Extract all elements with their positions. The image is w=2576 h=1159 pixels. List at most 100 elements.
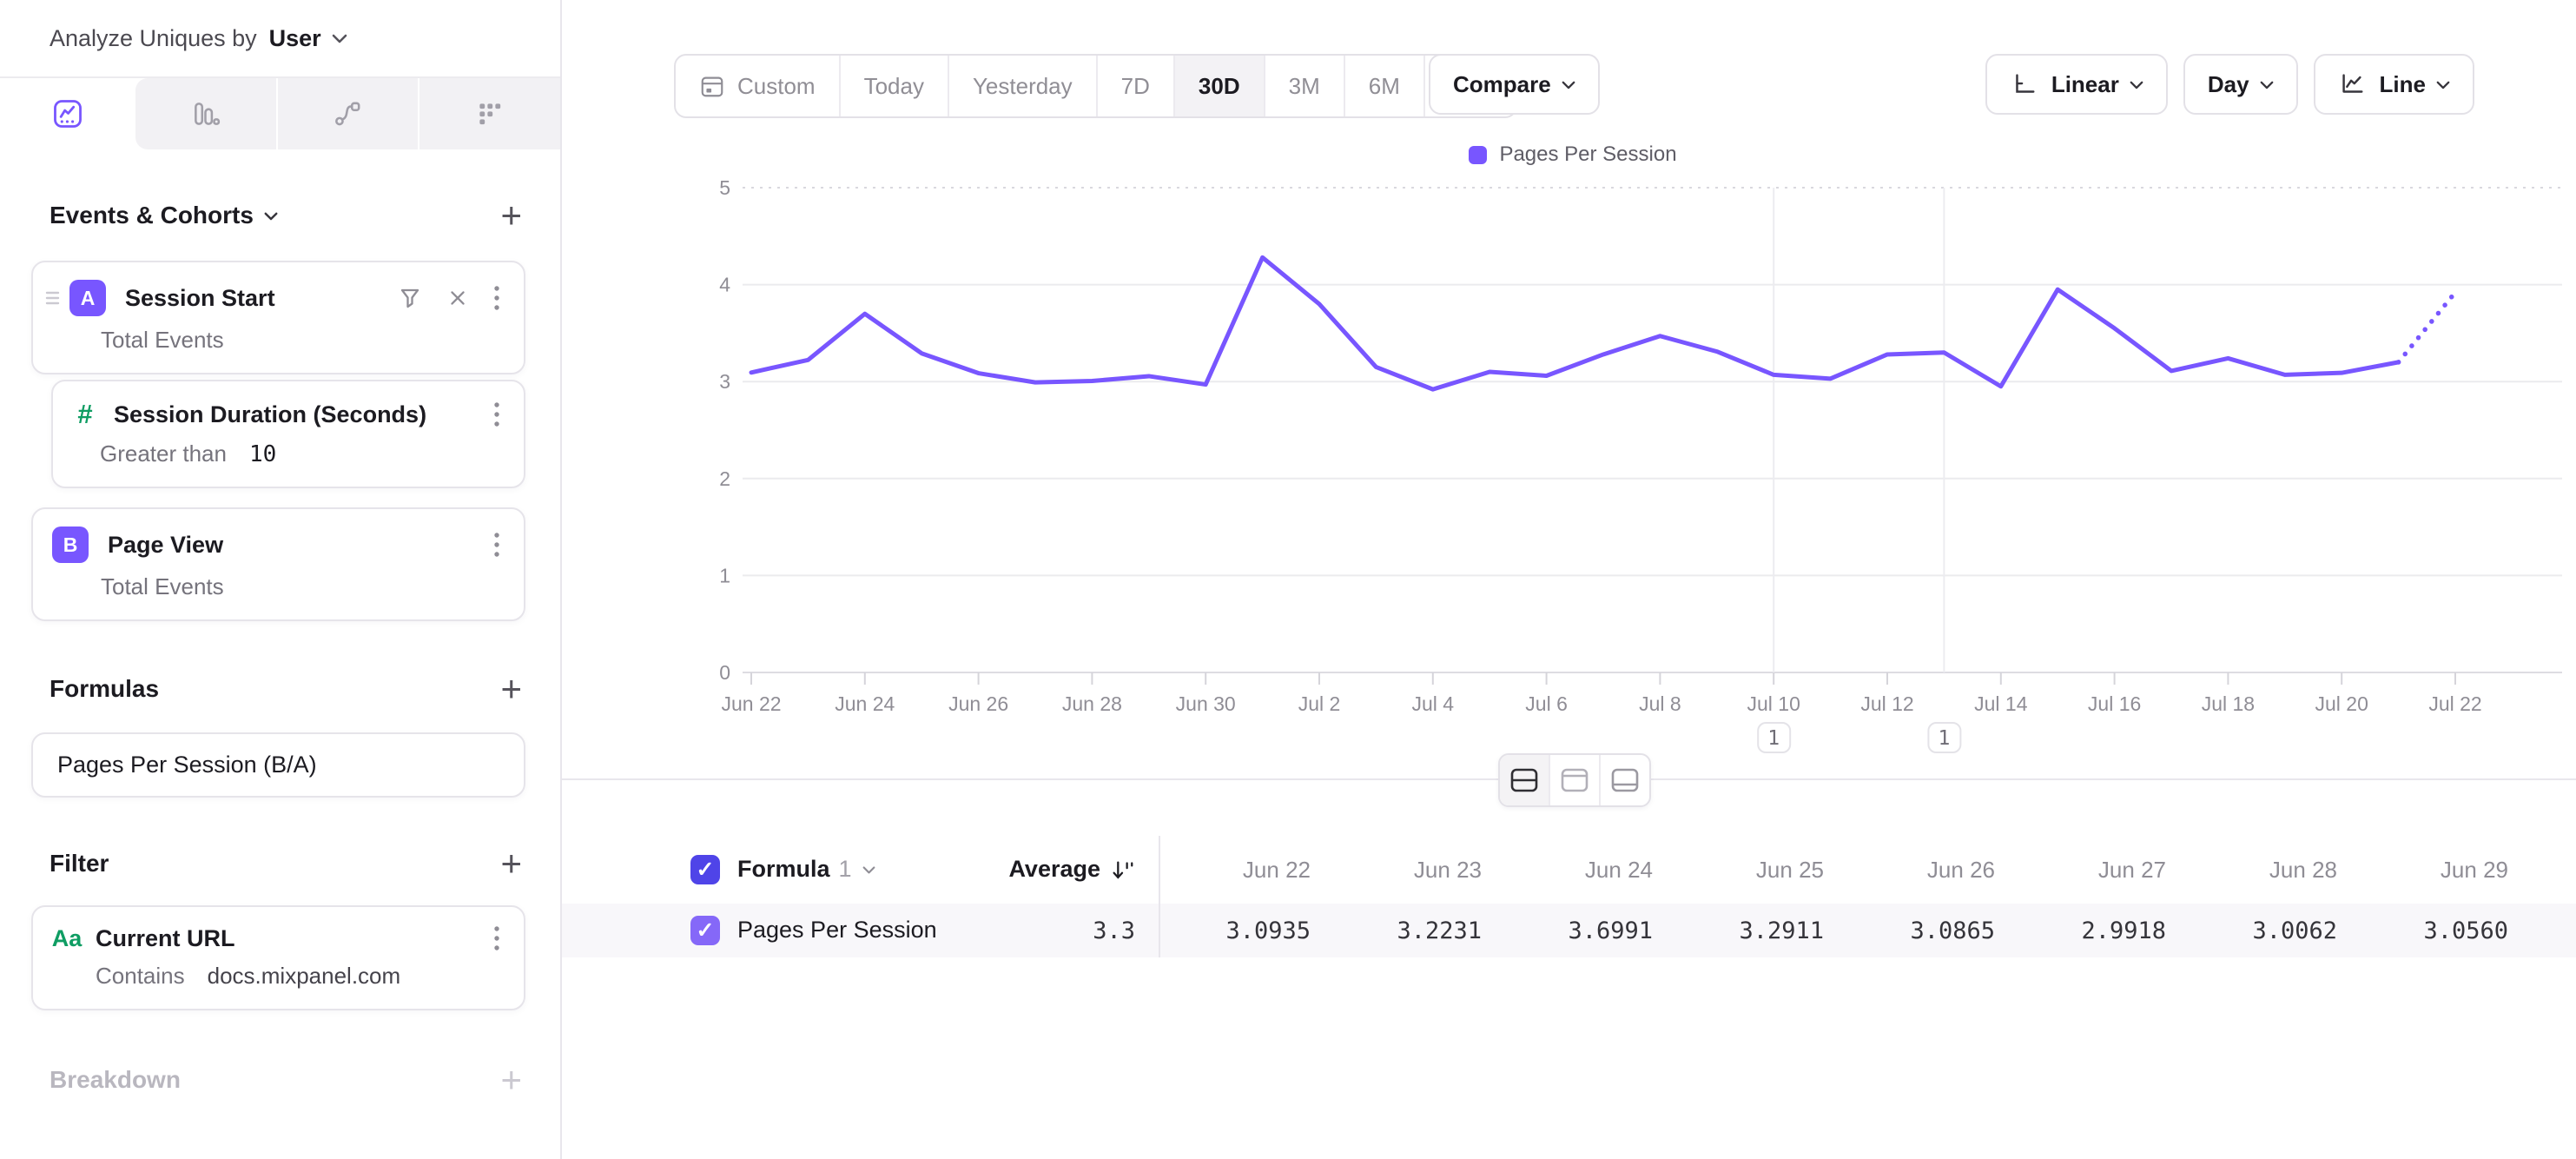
select-all-checkbox[interactable]: ✓ (690, 855, 720, 884)
range-today[interactable]: Today (841, 56, 949, 116)
breakdown-title: Breakdown (50, 1066, 181, 1093)
table-date-column-header[interactable]: Jun 25 (1755, 857, 1824, 883)
formulas-title: Formulas (50, 675, 160, 702)
row-average-value: 3.3 (1093, 917, 1135, 944)
range-6m[interactable]: 6M (1345, 56, 1425, 116)
line-chart-icon (2338, 70, 2366, 98)
tab-funnels[interactable] (135, 78, 278, 149)
event-measure[interactable]: Total Events (101, 327, 224, 353)
event-badge-b: B (52, 527, 89, 563)
tab-flows[interactable] (278, 78, 420, 149)
filter-funnel-icon[interactable] (397, 285, 423, 311)
line-chart[interactable]: 0 1 2 3 4 5 Jun 22 Jun 24 Jun 26 Jun 28 Jun 30 Jul … (562, 113, 2576, 782)
tab-insights-active[interactable] (0, 78, 135, 149)
formula-expression[interactable]: Pages Per Session (B/A) (57, 752, 317, 778)
range-30d-active[interactable]: 30D (1174, 56, 1265, 116)
property-title[interactable]: Session Duration (Seconds) (114, 401, 427, 427)
x-axis-tick-label: Jul 12 (1860, 692, 1913, 715)
y-axis-tick-label: 3 (719, 370, 730, 393)
table-data-row[interactable]: ✓ Pages Per Session 3.3 3.0935 3.2231 3.69… (562, 904, 2576, 957)
table-date-column-header[interactable]: Jun 27 (2097, 857, 2166, 883)
filter-operator[interactable]: Contains (96, 963, 185, 989)
chart-type-selector-button[interactable]: Line (2313, 54, 2474, 115)
layout-chart-view-button[interactable] (1550, 755, 1601, 805)
filter-card-current-url[interactable]: Aa Current URL Contains docs.mixpanel.co… (31, 905, 525, 1010)
row-checkbox[interactable]: ✓ (690, 916, 720, 945)
report-type-tabs (0, 78, 560, 149)
annotation-marker[interactable] (1927, 722, 1962, 753)
table-date-column-header[interactable]: Jun 22 (1242, 857, 1311, 883)
chart-legend[interactable]: Pages Per Session (743, 142, 2403, 167)
x-axis-tick-label: Jul 18 (2202, 692, 2255, 715)
add-formula-button[interactable]: + (500, 668, 522, 709)
formula-series-dropdown[interactable]: Formula 1 (737, 856, 875, 883)
chevron-down-icon[interactable] (264, 211, 278, 221)
y-axis-tick-label: 4 (719, 274, 730, 296)
analyze-uniques-dropdown[interactable]: User (268, 24, 321, 51)
average-column-header[interactable]: Average (875, 856, 1135, 883)
retention-icon (474, 98, 505, 129)
formula-card[interactable]: Pages Per Session (B/A) (31, 732, 525, 798)
x-axis-tick-label: Jul 8 (1639, 692, 1681, 715)
table-date-column-header[interactable]: Jun 28 (2269, 857, 2337, 883)
range-custom[interactable]: Custom (676, 56, 841, 116)
series-line-projected[interactable] (2395, 289, 2458, 365)
filter-value[interactable]: docs.mixpanel.com (207, 963, 401, 989)
table-cell-value: 3.0560 (2423, 917, 2508, 944)
property-condition[interactable]: Greater than 10 (53, 430, 524, 487)
legend-swatch (1469, 145, 1488, 164)
insights-line-chart-icon (51, 97, 84, 130)
scale-selector-button[interactable]: Linear (1985, 54, 2168, 115)
filter-property-title[interactable]: Current URL (96, 924, 235, 951)
event-card-session-start[interactable]: A Session Start Total Events (31, 261, 525, 374)
kebab-menu-icon[interactable] (492, 284, 501, 312)
chart-display-controls: Linear Day (1985, 54, 2474, 115)
kebab-menu-icon[interactable] (492, 924, 501, 952)
add-breakdown-button[interactable]: + (500, 1059, 522, 1100)
table-cell-value: 3.0865 (1910, 917, 1995, 944)
event-title[interactable]: Session Start (125, 284, 275, 311)
table-header-row: ✓ Formula 1 Average Jun 22 Jun 23 Jun 24 Ju… (562, 836, 2576, 904)
filter-condition[interactable]: Contains docs.mixpanel.com (33, 952, 524, 1009)
table-date-column-header[interactable]: Jun 26 (1926, 857, 1995, 883)
series-line[interactable] (749, 255, 2401, 392)
table-date-column-header[interactable]: Jun 29 (2440, 857, 2508, 883)
x-axis-tick-label: Jul 20 (2315, 692, 2368, 715)
layout-toggle-group (1498, 753, 1651, 807)
kebab-menu-icon[interactable] (492, 531, 501, 559)
kebab-menu-icon[interactable] (492, 401, 501, 428)
range-7d[interactable]: 7D (1098, 56, 1175, 116)
add-event-button[interactable]: + (500, 195, 522, 235)
numeric-property-icon: # (77, 399, 93, 429)
x-axis-tick-label: Jul 2 (1298, 692, 1341, 715)
table-date-column-header[interactable]: Jun 23 (1413, 857, 1482, 883)
table-cell-value: 3.0935 (1225, 917, 1311, 944)
range-yesterday[interactable]: Yesterday (949, 56, 1098, 116)
interval-selector-button[interactable]: Day (2183, 54, 2298, 115)
annotation-marker[interactable] (1757, 722, 1792, 753)
event-measure[interactable]: Total Events (101, 573, 224, 599)
chevron-down-icon[interactable] (332, 33, 347, 43)
event-title[interactable]: Page View (108, 531, 224, 558)
add-filter-button[interactable]: + (500, 843, 522, 884)
event-card-page-view[interactable]: B Page View Total Events (31, 507, 525, 621)
x-axis-tick-label: Jul 4 (1412, 692, 1455, 715)
close-icon[interactable] (446, 286, 470, 310)
layout-split-view-button[interactable] (1500, 755, 1550, 805)
property-operator[interactable]: Greater than (100, 440, 227, 467)
layout-table-view-button[interactable] (1601, 755, 1649, 805)
property-card-session-duration[interactable]: # Session Duration (Seconds) Greater tha… (51, 380, 525, 488)
table-cell-value: 3.2911 (1739, 917, 1824, 944)
x-axis-tick-label: Jul 22 (2428, 692, 2481, 715)
compare-button[interactable]: Compare (1429, 54, 1600, 115)
date-range-control: Custom Today Yesterday 7D 30D 3M 6M 12M (674, 54, 1518, 118)
range-3m[interactable]: 3M (1265, 56, 1345, 116)
drag-handle-icon[interactable] (45, 288, 63, 308)
events-cohorts-title[interactable]: Events & Cohorts (50, 202, 254, 228)
property-value[interactable]: 10 (248, 440, 277, 467)
table-date-column-header[interactable]: Jun 24 (1584, 857, 1653, 883)
tab-retention[interactable] (419, 78, 560, 149)
linear-axis-icon (2010, 70, 2038, 98)
x-axis-tick-label: Jun 26 (948, 692, 1008, 715)
flows-icon (333, 98, 364, 129)
